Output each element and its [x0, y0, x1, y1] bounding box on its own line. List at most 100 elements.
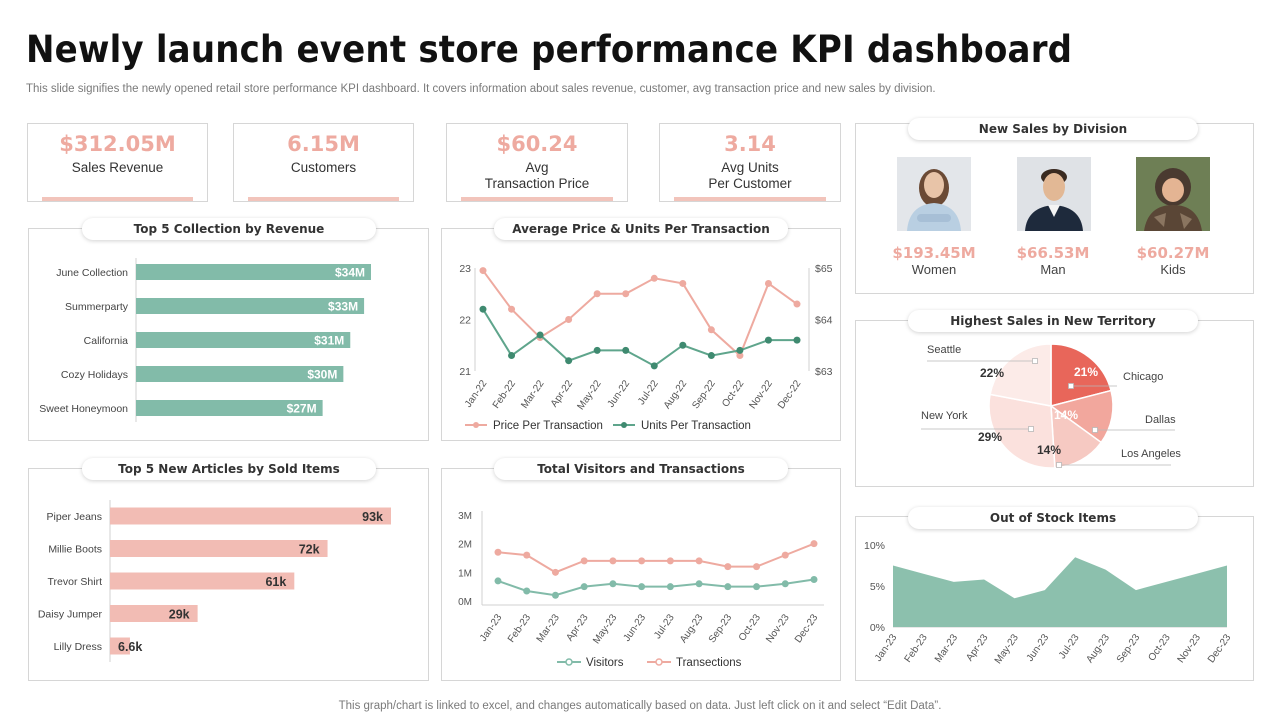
- units-point: [707, 352, 715, 360]
- units-point: [508, 352, 516, 360]
- collections-title: Top 5 Collection by Revenue: [82, 218, 376, 240]
- price-point: [650, 274, 658, 282]
- price-point: [479, 267, 487, 275]
- legend-label-price: Price Per Transaction: [493, 420, 603, 432]
- kpi-label: Avg Transaction Price: [484, 160, 590, 191]
- x-tick-label: Mar-23: [933, 632, 960, 665]
- price-point: [679, 279, 687, 287]
- visitors-panel: [441, 468, 841, 681]
- x-tick-label: Aug-23: [1084, 632, 1112, 665]
- y-tick-label: 21: [459, 366, 471, 378]
- man-photo: [1017, 157, 1091, 231]
- x-tick-label: Feb-23: [506, 612, 533, 645]
- data-label: $31M: [314, 334, 344, 348]
- category-label: Piper Jeans: [47, 511, 102, 523]
- data-label: 6.6k: [118, 640, 142, 654]
- transection-point: [494, 548, 502, 556]
- kpi-underline: [42, 197, 193, 201]
- slice-value-label: 22%: [980, 366, 1004, 380]
- page-subtitle: This slide signifies the newly opened re…: [26, 83, 936, 95]
- legend-marker-visitors: [565, 658, 573, 666]
- x-tick-label: Mar-23: [535, 612, 562, 645]
- visitor-point: [638, 583, 646, 591]
- transection-point: [724, 563, 732, 571]
- transection-point: [810, 540, 818, 548]
- legend-marker-units: [621, 422, 627, 428]
- y-tick-label: 1M: [458, 568, 472, 579]
- price-point: [736, 352, 744, 360]
- pie-slice: [1050, 404, 1103, 469]
- category-label: Summerparty: [65, 301, 129, 313]
- callout-marker: [1092, 427, 1098, 433]
- bar: [110, 637, 130, 655]
- bar: [136, 332, 351, 348]
- kpi-value: $312.05M: [59, 132, 176, 156]
- y-tick-label: 3M: [458, 511, 472, 522]
- women-photo: [897, 157, 971, 231]
- division-value-kids: $60.27M: [1136, 244, 1210, 262]
- x-tick-label: Oct-23: [1147, 632, 1173, 663]
- data-label: 29k: [169, 608, 190, 622]
- articles-title: Top 5 New Articles by Sold Items: [82, 458, 376, 480]
- legend-marker-transections: [655, 658, 663, 666]
- territory-title: Highest Sales in New Territory: [908, 310, 1198, 332]
- x-tick-label: Nov-22: [747, 378, 775, 411]
- series-line-visitors: [497, 578, 815, 597]
- units-point: [479, 305, 487, 313]
- avg-price-title: Average Price & Units Per Transaction: [494, 218, 788, 240]
- category-label: Lilly Dress: [54, 641, 102, 653]
- kpi-underline: [248, 197, 399, 201]
- kpi-value: $60.24: [496, 132, 578, 156]
- x-tick-label: Jan-22: [463, 378, 490, 410]
- units-point: [650, 362, 658, 370]
- transection-point: [695, 557, 703, 565]
- units-point: [565, 357, 573, 365]
- x-tick-label: Jan-23: [478, 612, 505, 644]
- division-value-man: $66.53M: [1016, 244, 1090, 262]
- x-tick-label: Nov-23: [764, 612, 792, 645]
- legend-label-units: Units Per Transaction: [641, 420, 751, 432]
- x-tick-label: Apr-23: [964, 632, 990, 663]
- visitor-point: [609, 580, 617, 588]
- x-tick-label: Aug-23: [678, 612, 706, 645]
- price-point: [793, 300, 801, 308]
- category-label: Millie Boots: [48, 544, 102, 556]
- legend-label-visitors: Visitors: [586, 657, 624, 669]
- series-line-price: [482, 269, 798, 358]
- visitor-point: [580, 583, 588, 591]
- units-point: [593, 346, 601, 354]
- y-tick-label: 0%: [870, 622, 885, 634]
- y2-tick-label: $65: [815, 263, 833, 275]
- collections-chart: June Collection $34M Summerparty $33M Califo…: [39, 258, 371, 422]
- data-label: $30M: [307, 368, 337, 382]
- x-tick-label: Dec-23: [1206, 632, 1234, 665]
- slice-name-label: Chicago: [1123, 371, 1163, 383]
- transection-point: [781, 551, 789, 559]
- units-point: [622, 346, 630, 354]
- kpi-label: Sales Revenue: [71, 160, 164, 175]
- x-tick-label: Mar-22: [519, 378, 546, 411]
- callout-marker: [1032, 358, 1038, 364]
- units-point: [736, 346, 744, 354]
- price-point: [707, 326, 715, 334]
- x-tick-label: Oct-23: [737, 612, 763, 643]
- y-tick-label: 0M: [458, 597, 472, 608]
- x-tick-label: Nov-23: [1176, 632, 1204, 665]
- x-tick-label: Jul-23: [1057, 632, 1082, 661]
- visitor-point: [494, 577, 502, 585]
- slice-value-label: 14%: [1054, 408, 1078, 422]
- bar: [110, 507, 391, 525]
- x-tick-label: Dec-22: [776, 378, 804, 411]
- data-label: $34M: [335, 266, 365, 280]
- kpi-card-avg-units: 3.14 Avg Units Per Customer: [659, 123, 841, 202]
- transection-point: [609, 557, 617, 565]
- bar: [110, 572, 295, 590]
- visitor-point: [724, 583, 732, 591]
- x-tick-label: Oct-22: [720, 378, 746, 409]
- x-tick-label: Jun-23: [622, 612, 649, 644]
- territory-chart: 21% 14% 14% 29% 22% Chicago Dallas Los Angeles N…: [921, 343, 1181, 469]
- category-label: Sweet Honeymoon: [39, 403, 128, 415]
- slice-name-label: Los Angeles: [1121, 448, 1181, 460]
- visitor-point: [695, 580, 703, 588]
- kpi-card-sales-revenue: $312.05M Sales Revenue: [27, 123, 208, 202]
